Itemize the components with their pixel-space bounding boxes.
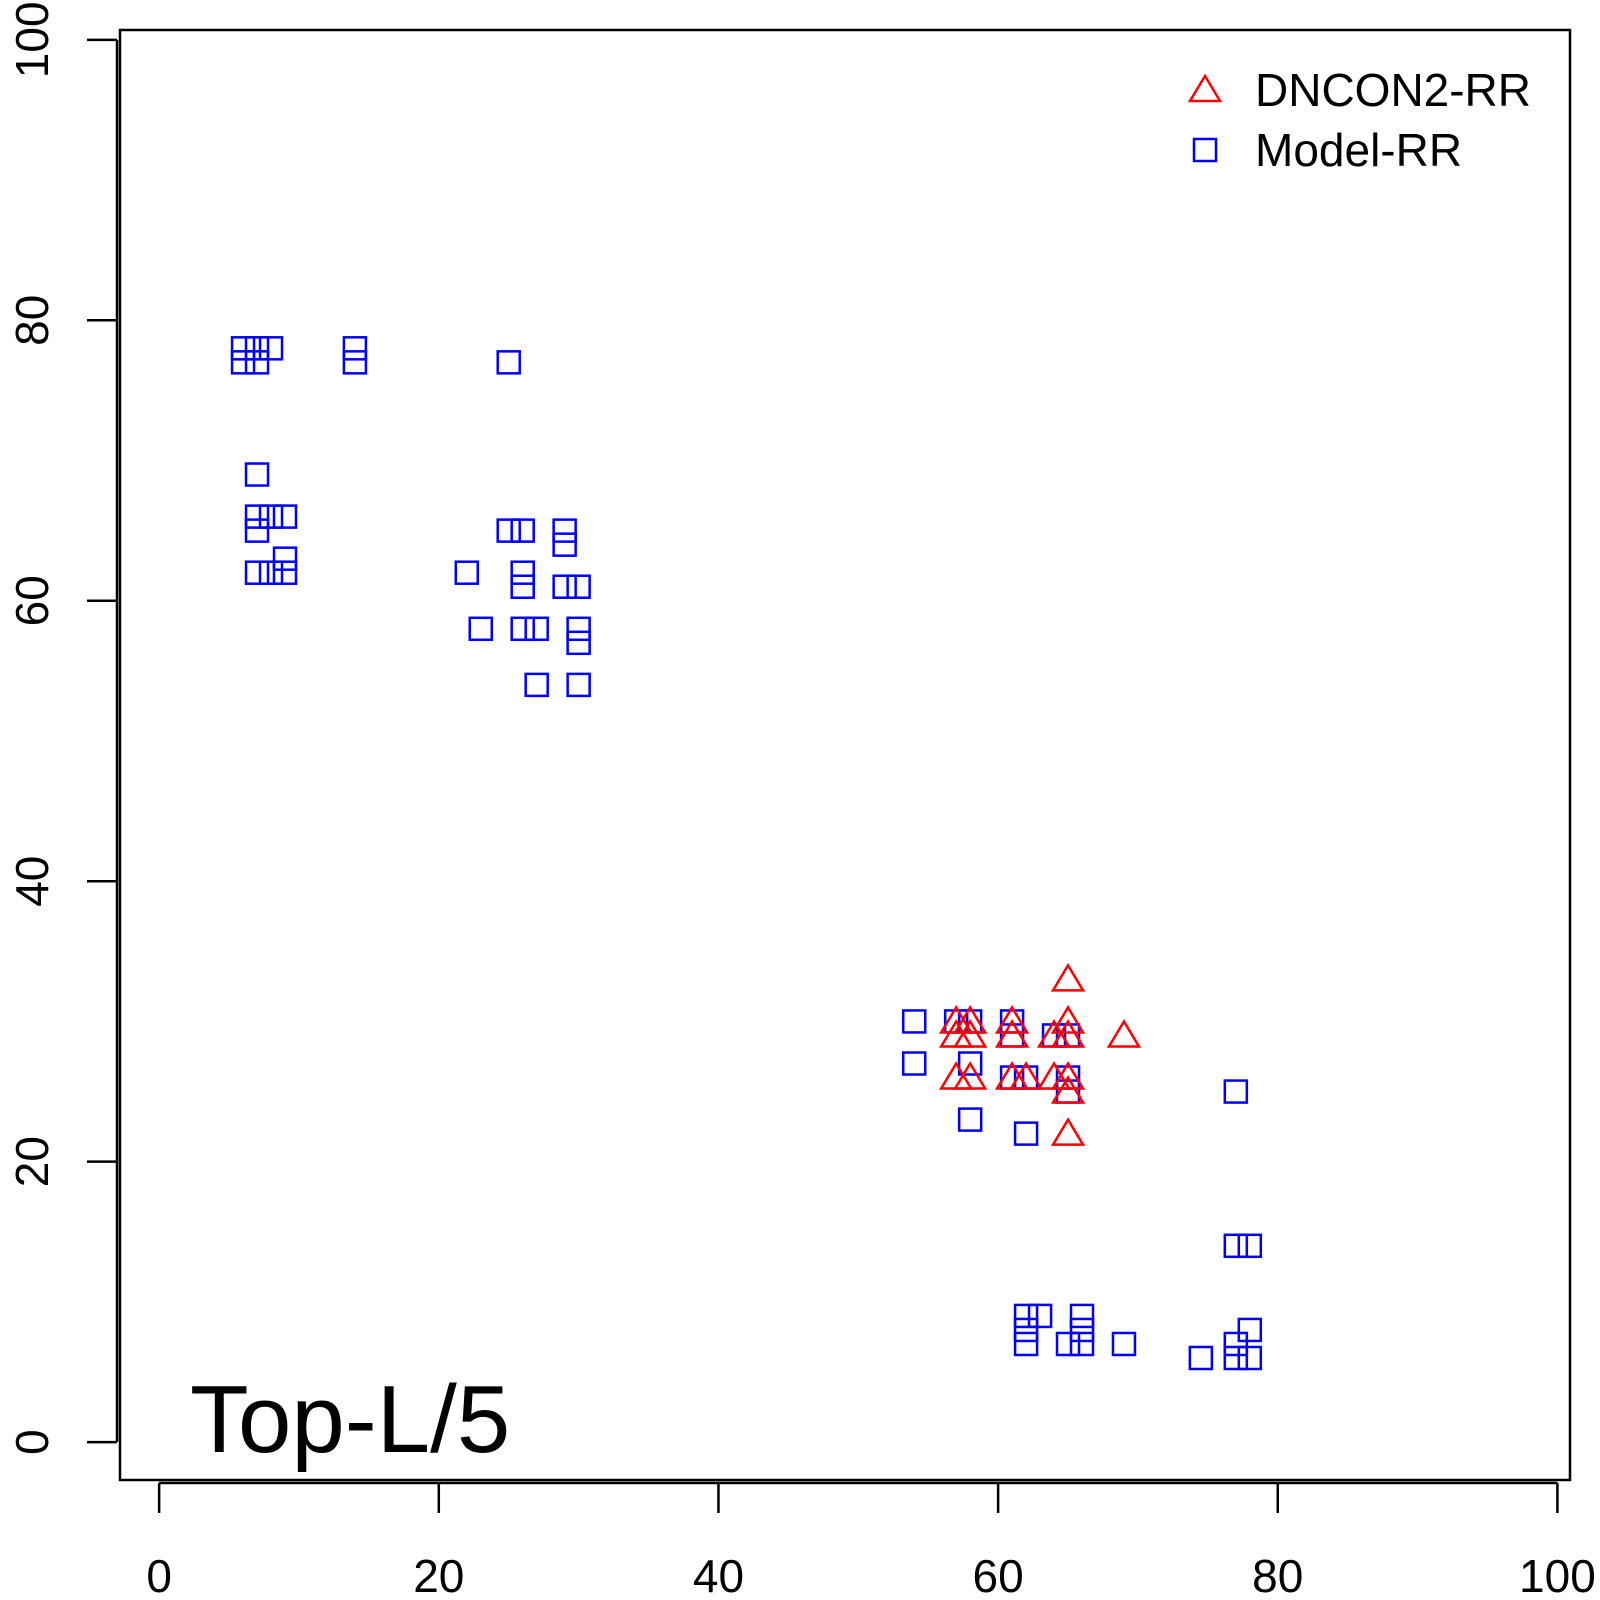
triangle-point xyxy=(994,1005,1030,1034)
square-point xyxy=(230,350,256,375)
square-point xyxy=(468,616,494,642)
y-tick-label: 60 xyxy=(6,575,58,626)
x-tick-label: 100 xyxy=(1519,1550,1596,1600)
square-point xyxy=(244,518,270,543)
square-point xyxy=(1223,1079,1249,1104)
square-point xyxy=(1188,1345,1214,1371)
square-point xyxy=(510,560,535,585)
y-tick-label: 80 xyxy=(6,295,58,346)
square-point xyxy=(244,560,270,585)
legend-label: DNCON2-RR xyxy=(1255,64,1531,116)
square-point xyxy=(1027,1303,1053,1329)
square-point xyxy=(496,518,521,543)
square-point xyxy=(552,574,577,599)
square-point xyxy=(244,462,270,487)
square-point xyxy=(1069,1303,1095,1329)
plot-frame xyxy=(118,28,1572,1482)
square-point xyxy=(901,1009,927,1034)
square-point xyxy=(1237,1233,1263,1259)
square-point xyxy=(524,672,549,698)
triangle-point xyxy=(1050,1061,1086,1090)
square-point xyxy=(342,350,368,375)
legend: DNCON2-RR Model-RR xyxy=(1187,64,1531,176)
square-point xyxy=(1237,1317,1263,1343)
square-point xyxy=(1237,1345,1263,1371)
square-point xyxy=(454,560,480,585)
legend-marker xyxy=(1192,137,1218,163)
square-point xyxy=(1055,1331,1081,1357)
triangle-point xyxy=(1050,1075,1086,1104)
square-point xyxy=(1223,1331,1249,1357)
triangle-point xyxy=(952,1019,988,1048)
square-point xyxy=(566,630,591,656)
square-point xyxy=(1223,1345,1249,1371)
square-point xyxy=(566,574,591,599)
square-point xyxy=(1013,1121,1039,1146)
legend-marker xyxy=(1187,73,1223,103)
square-point xyxy=(272,504,298,529)
triangle-point xyxy=(1050,1019,1086,1048)
y-tick-label: 0 xyxy=(6,1429,58,1455)
x-tick-label: 60 xyxy=(973,1550,1024,1600)
square-point xyxy=(258,560,284,585)
triangle-point xyxy=(1050,1005,1086,1034)
triangle-point xyxy=(1050,1117,1086,1146)
square-point xyxy=(566,672,591,698)
triangle-point xyxy=(994,1019,1030,1048)
square-point xyxy=(272,546,298,571)
square-point xyxy=(552,518,577,543)
triangle-point xyxy=(1008,1061,1044,1090)
square-point xyxy=(244,336,270,361)
square-point xyxy=(1111,1331,1137,1357)
square-point xyxy=(510,616,535,642)
x-axis: 0 20 40 60 80 100 xyxy=(146,1481,1596,1600)
plot-points xyxy=(230,336,1263,1371)
square-point xyxy=(230,336,256,361)
y-axis: 0 20 40 60 80 100 xyxy=(6,1,119,1455)
square-point xyxy=(244,504,270,529)
triangle-point xyxy=(952,1061,988,1090)
x-tick-label: 20 xyxy=(413,1550,464,1600)
square-point xyxy=(524,616,549,642)
square-point xyxy=(901,1051,927,1076)
square-point xyxy=(1013,1331,1039,1357)
square-point xyxy=(1013,1317,1039,1343)
y-tick-label: 20 xyxy=(6,1136,58,1187)
square-point xyxy=(957,1107,983,1132)
square-point xyxy=(272,560,298,585)
square-point xyxy=(1069,1331,1095,1357)
square-point xyxy=(1223,1233,1249,1259)
x-tick-label: 0 xyxy=(146,1550,172,1600)
y-tick-label: 40 xyxy=(6,856,58,907)
square-point xyxy=(510,574,535,599)
square-point xyxy=(258,336,284,361)
square-point xyxy=(566,616,591,642)
legend-label: Model-RR xyxy=(1255,124,1462,176)
triangle-point xyxy=(1106,1019,1142,1048)
triangle-point xyxy=(1050,962,1086,992)
series-0 xyxy=(938,962,1142,1146)
square-point xyxy=(342,336,368,361)
x-tick-label: 80 xyxy=(1252,1550,1303,1600)
triangle-point xyxy=(952,1005,988,1034)
x-tick-label: 40 xyxy=(693,1550,744,1600)
square-point xyxy=(552,532,577,557)
square-point xyxy=(244,350,270,375)
square-point xyxy=(496,350,521,375)
square-point xyxy=(1013,1303,1039,1329)
square-point xyxy=(1069,1317,1095,1343)
square-point xyxy=(957,1051,983,1076)
square-point xyxy=(510,518,535,543)
series-1 xyxy=(230,336,1263,1371)
chart-annotation: Top-L/5 xyxy=(190,1366,510,1473)
y-tick-label: 100 xyxy=(6,1,58,78)
square-point xyxy=(258,504,284,529)
